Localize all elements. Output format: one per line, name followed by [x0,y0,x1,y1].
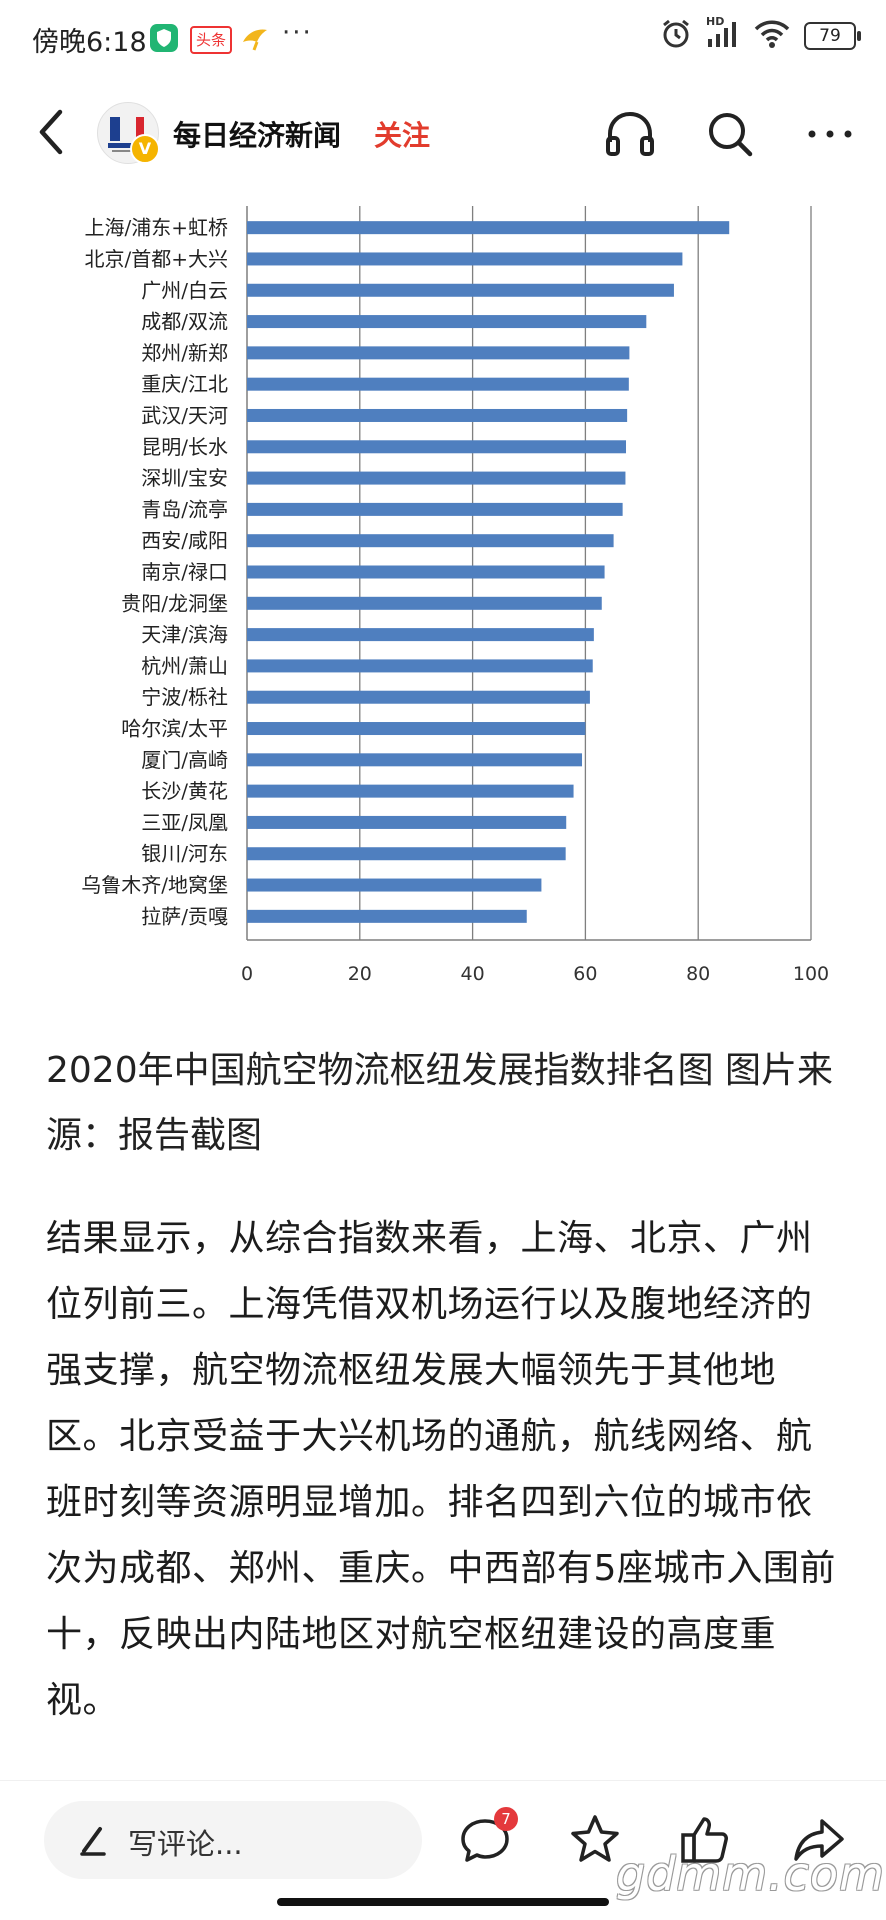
ranking-chart-image[interactable]: 上海/浦东+虹桥 北京/首都+大兴广州/白云成都/双流郑州/新郑重庆/江北武汉/天… [0,196,886,996]
y-tick-label: 广州/白云 [141,278,228,302]
comment-bubble-icon [461,1819,509,1862]
comments-button[interactable] [456,1811,514,1869]
y-tick-label: 上海/浦东+虹桥 [85,216,229,240]
y-tick-label: 贵阳/龙洞堡 [121,591,228,615]
y-tick-label: 重庆/江北 [141,372,228,396]
site-watermark: gdmm.com [616,1847,885,1901]
y-tick-label: 哈尔滨/太平 [121,717,228,741]
share-arrow-icon [794,1819,844,1861]
toutiao-app-icon: 头条 [190,26,233,54]
signal-icon: HD [706,15,740,53]
x-tick-label: 80 [686,963,710,985]
channel-name[interactable]: 每日经济新闻 [173,119,342,152]
x-tick-label: 100 [793,963,829,985]
bar [247,815,567,829]
pen-icon [80,1827,106,1856]
battery-indicator: 79 [804,22,861,50]
alarm-icon [660,18,692,54]
bar [247,315,647,329]
bird-app-icon [240,24,270,56]
more-dots-icon [808,130,852,138]
article-nav-bar: V 每日经济新闻 关注 [0,84,886,184]
y-tick-label: 天津/滨海 [141,623,228,647]
star-icon [571,1815,619,1862]
article-paragraph: 结果显示，从综合指数来看，上海、北京、广州位列前三。上海凭借双机场运行以及腹地经… [46,1218,836,1721]
status-bar: 傍晚6:18 头条 ··· HD 79 [0,0,886,76]
bottom-action-bar: 写评论... 7 gdmm.com [0,1780,886,1920]
network-type-label: HD [706,15,725,28]
chevron-left-icon [39,109,63,155]
comment-input[interactable]: 写评论... [44,1801,422,1879]
y-tick-label: 郑州/新郑 [141,341,228,365]
bar [247,471,626,485]
bar [247,878,542,892]
bar [247,690,590,704]
bar [247,628,594,642]
x-tick-label: 0 [241,963,253,985]
bar [247,534,614,548]
more-notifications-icon: ··· [282,18,313,48]
y-tick-label: 西安/咸阳 [141,529,228,553]
thumbs-up-icon [681,1817,728,1863]
back-button[interactable] [26,100,82,164]
y-tick-label: 昆明/长水 [141,435,228,459]
y-tick-label: 三亚/凤凰 [141,810,228,834]
y-tick-label: 成都/双流 [141,310,228,334]
listen-button[interactable] [600,104,660,164]
image-caption: 2020年中国航空物流枢纽发展指数排名图 图片来源：报告截图 [46,1050,834,1156]
headphones-icon [606,111,654,156]
y-tick-label: 乌鲁木齐/地窝堡 [81,873,228,897]
status-indicators: HD 79 [660,15,861,54]
verified-badge: V [130,134,160,164]
bar [247,252,683,266]
bar [247,440,627,454]
bar [247,909,527,923]
y-tick-label: 杭州/萧山 [141,654,228,678]
y-tick-label: 银川/河东 [141,842,228,866]
y-tick-label: 深圳/宝安 [141,466,228,490]
more-button[interactable] [800,104,860,164]
y-tick-label: 南京/禄口 [141,560,228,584]
status-time: 傍晚6:18 [32,27,147,58]
y-tick-label: 宁波/栎社 [141,685,228,709]
favorite-button[interactable] [566,1811,624,1869]
y-tick-label: 厦门/高崎 [141,748,228,772]
bar [247,408,628,422]
wifi-icon [754,19,790,53]
bar [247,502,623,516]
bar [247,659,593,673]
share-button[interactable] [790,1811,848,1869]
y-tick-label: 青岛/流亭 [141,497,228,521]
bar [247,753,583,767]
bar-chart: 上海/浦东+虹桥北京/首都+大兴广州/白云成都/双流郑州/新郑重庆/江北武汉/天… [81,206,829,985]
bar [247,565,605,579]
y-tick-label: 长沙/黄花 [141,779,228,803]
comment-placeholder: 写评论... [128,1827,243,1861]
bar [247,346,630,360]
bar [247,847,566,861]
home-indicator[interactable] [277,1898,609,1906]
search-icon [709,113,753,157]
like-button[interactable] [676,1811,734,1869]
comment-count-badge: 7 [494,1807,518,1831]
bar [247,596,602,610]
bar [247,283,674,297]
x-tick-label: 60 [573,963,597,985]
bar [247,722,586,736]
follow-button[interactable]: 关注 [374,119,431,152]
y-tick-label: 武汉/天河 [141,403,228,427]
y-tick-label: 北京/首都+大兴 [85,247,229,271]
shield-app-icon [150,24,178,52]
x-tick-label: 20 [348,963,372,985]
y-tick-label: 拉萨/贡嘎 [141,904,228,928]
bar [247,221,730,235]
search-button[interactable] [700,104,760,164]
x-tick-label: 40 [461,963,485,985]
bar [247,784,574,798]
bar [247,377,629,391]
